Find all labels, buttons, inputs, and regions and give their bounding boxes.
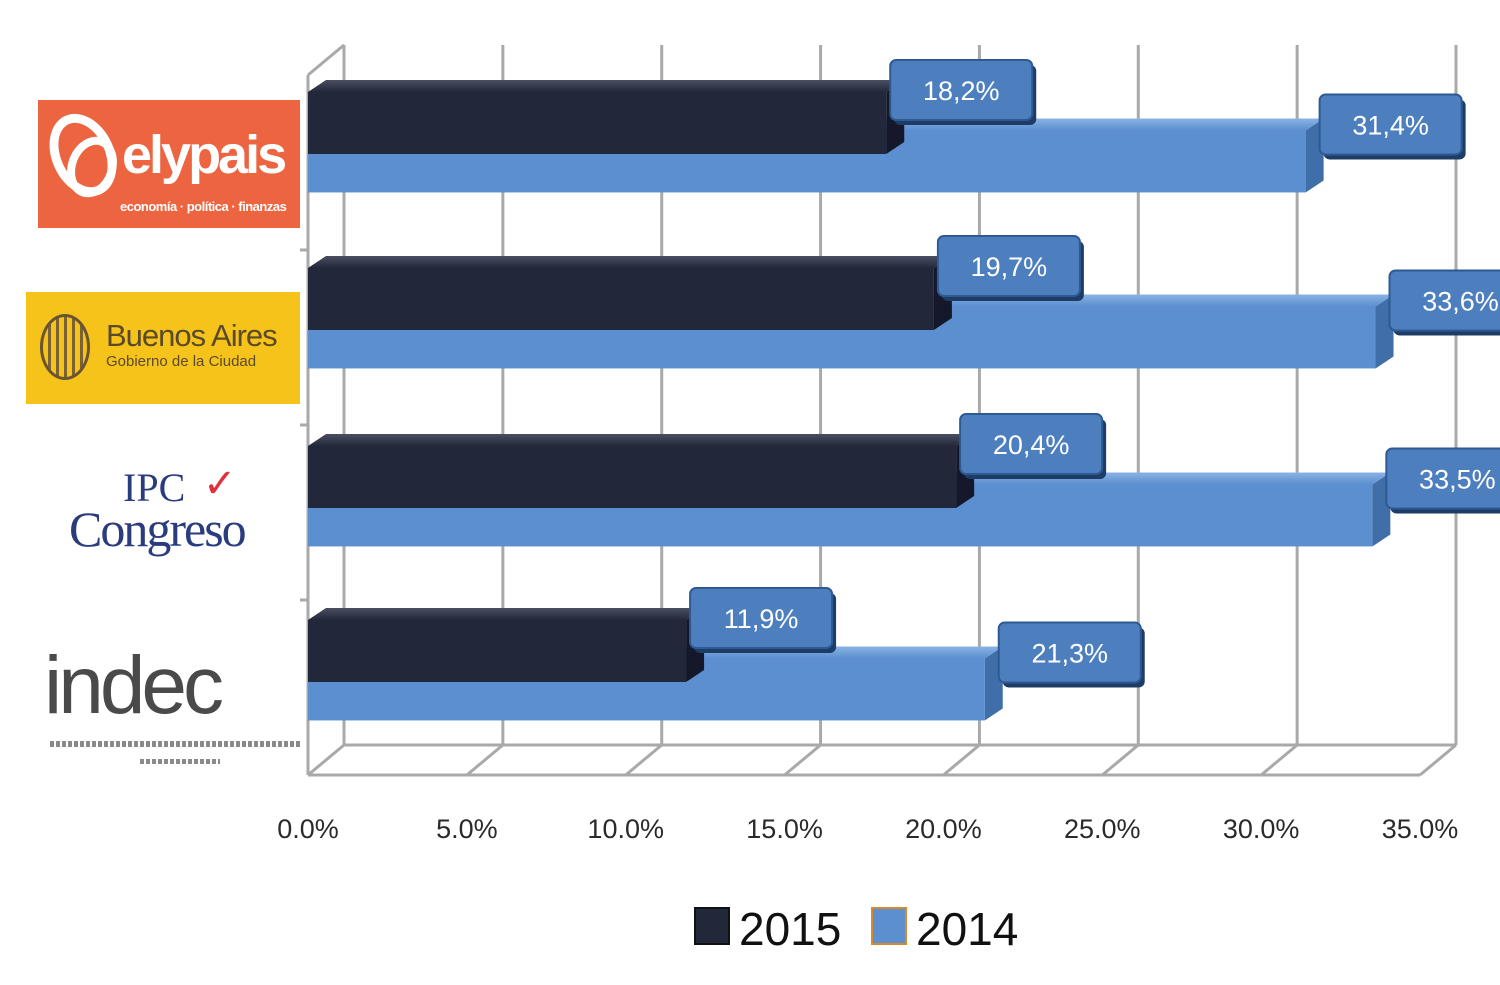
data-label-2014-text: 33,5% (1419, 464, 1496, 494)
legend: 2015 2014 (694, 903, 1018, 955)
x-tick-label: 20.0% (905, 814, 982, 844)
buenos-aires-subtitle: Gobierno de la Ciudad (106, 353, 257, 370)
bar-2015 (308, 256, 952, 330)
indec-fine-print-2 (140, 759, 220, 764)
floor-gridline (624, 743, 663, 777)
buenos-aires-logo: Buenos Aires Gobierno de la Ciudad (26, 292, 300, 404)
bar-2015 (308, 80, 905, 154)
data-label-2015: 18,2% (889, 59, 1037, 125)
legend-swatch (694, 907, 730, 945)
data-label-2014: 33,6% (1388, 269, 1500, 336)
data-label-2014-text: 33,6% (1422, 286, 1499, 316)
side-wall-top-edge (307, 43, 345, 77)
indec-logo: indec (40, 645, 300, 785)
x-tick-label: 35.0% (1382, 814, 1459, 844)
data-label-2014-box (1318, 93, 1463, 156)
data-label-2015-box (959, 413, 1104, 475)
floor-gridline (1101, 743, 1140, 777)
data-label-2014: 31,4% (1318, 93, 1466, 160)
data-label-2015-box (689, 587, 834, 649)
bar-2015-top (308, 256, 952, 268)
data-label-2014-box (1388, 269, 1500, 332)
x-tick-label: 10.0% (587, 814, 664, 844)
data-label-2015: 20,4% (959, 413, 1107, 479)
floor-gridline (465, 743, 504, 777)
checkmark-icon: ✓ (203, 461, 237, 507)
buenos-aires-name: Buenos Aires (106, 318, 278, 353)
data-labels-layer: 18,2% 31,4% 19,7% 33,6% 20,4% 33,5% 11,9% 21,3% (689, 59, 1500, 688)
floor-gridline (307, 743, 345, 777)
data-label-2015-text: 19,7% (971, 252, 1048, 282)
data-label-2015-text: 11,9% (724, 604, 799, 634)
elypais-logo: elypais economía · política · finanzas (38, 100, 300, 228)
indec-word: indec (44, 640, 224, 731)
floor-gridline (1260, 743, 1299, 777)
elypais-brand: elypais (122, 125, 287, 185)
x-tick-label: 0.0% (277, 814, 339, 844)
bar-2015-front (308, 92, 887, 154)
legend-item-2015: 2015 (694, 903, 841, 955)
bar-2015-top (308, 80, 905, 92)
data-label-2014-text: 21,3% (1031, 638, 1108, 668)
elypais-tagline: economía · política · finanzas (120, 199, 287, 214)
x-tick-labels: 0.0% 5.0% 10.0% 15.0% 20.0% 25.0% 30.0% 35.0% (277, 814, 1458, 844)
ipc-line2: Congreso (69, 501, 247, 557)
data-label-2015-text: 20,4% (993, 430, 1070, 460)
floor-gridline (1419, 743, 1457, 777)
data-label-2014-box (997, 621, 1142, 684)
data-label-2015-text: 18,2% (923, 76, 1000, 106)
bar-2015-front (308, 446, 957, 508)
ipc-line1: IPC (123, 465, 186, 510)
floor-gridline (942, 743, 981, 777)
legend-label: 2014 (916, 903, 1018, 955)
legend-item-2014: 2014 (871, 903, 1018, 955)
legend-label: 2015 (739, 903, 841, 955)
floor-gridline (783, 743, 822, 777)
ipc-congreso-logo: IPC ✓ Congreso (55, 462, 295, 580)
indec-fine-print (50, 741, 300, 747)
x-tick-label: 15.0% (746, 814, 823, 844)
x-tick-label: 5.0% (436, 814, 498, 844)
city-seal-icon (40, 314, 90, 380)
bar-2015 (308, 608, 705, 682)
data-label-2014: 33,5% (1385, 447, 1500, 514)
legend-swatch (871, 907, 907, 945)
x-tick-label: 25.0% (1064, 814, 1141, 844)
bar-2015-front (308, 268, 934, 330)
bars-layer (308, 80, 1394, 721)
data-label-2015-box (936, 235, 1081, 297)
bar-2015 (308, 434, 975, 508)
bar-2015-front (308, 620, 687, 682)
data-label-2014-box (1385, 447, 1500, 510)
bar-2015-top (308, 608, 705, 620)
data-label-2014-text: 31,4% (1352, 110, 1429, 140)
bar-2015-top (308, 434, 975, 446)
x-tick-label: 30.0% (1223, 814, 1300, 844)
data-label-2015: 19,7% (936, 235, 1084, 301)
data-label-2014: 21,3% (997, 621, 1145, 688)
data-label-2015: 11,9% (689, 587, 837, 653)
data-label-2015-box (889, 59, 1034, 121)
